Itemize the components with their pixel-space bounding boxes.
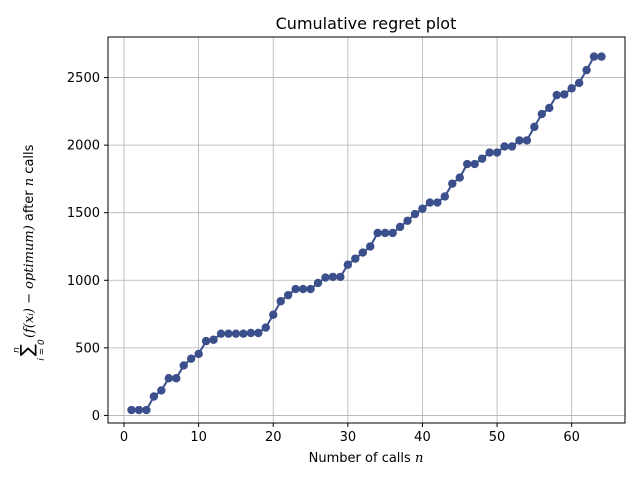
data-point <box>485 148 494 157</box>
data-point <box>306 284 315 294</box>
y-tick-label: 1500 <box>67 206 100 221</box>
data-series <box>127 52 606 415</box>
data-point <box>537 109 547 119</box>
data-point <box>142 405 151 415</box>
data-point <box>567 84 576 93</box>
data-point <box>500 142 509 151</box>
data-point <box>522 136 532 145</box>
y-axis-label-expression: (f(xᵢ) − optimum) after n calls <box>22 144 37 338</box>
y-tick-label: 2000 <box>67 139 100 154</box>
data-point <box>134 405 144 415</box>
data-point <box>269 310 278 319</box>
data-point <box>246 328 256 338</box>
data-point <box>425 198 435 207</box>
data-point <box>231 329 241 338</box>
data-point <box>239 329 248 338</box>
data-point <box>321 273 330 282</box>
x-tick-label: 10 <box>190 430 207 445</box>
data-point <box>545 103 554 113</box>
y-axis-label: ∑ n i = 0 (f(xᵢ) − optimum) after n call… <box>12 144 47 360</box>
data-point <box>470 159 479 169</box>
y-tick-label: 1000 <box>67 274 100 289</box>
data-point <box>373 228 382 238</box>
data-point <box>291 284 300 294</box>
data-point <box>186 354 196 363</box>
x-tick-label: 30 <box>340 430 357 445</box>
y-axis-label-sum-top: n <box>12 347 22 353</box>
data-point <box>179 361 188 370</box>
plot-frame <box>107 36 626 424</box>
data-point <box>530 122 539 132</box>
data-point <box>358 248 367 257</box>
data-point <box>194 349 203 359</box>
data-point <box>492 148 502 157</box>
data-point <box>582 65 591 75</box>
data-point <box>261 323 270 332</box>
data-point <box>366 242 375 251</box>
data-point <box>597 52 606 61</box>
data-point <box>410 209 420 219</box>
data-point <box>172 374 181 383</box>
data-point <box>164 374 173 383</box>
data-point <box>560 90 569 99</box>
data-point <box>418 204 427 213</box>
y-axis-label-sum-symbol: ∑ <box>17 344 38 356</box>
data-point <box>283 290 293 300</box>
data-point <box>201 336 211 346</box>
data-point <box>589 52 599 61</box>
data-point <box>455 173 464 182</box>
x-tick-label: 50 <box>489 430 506 445</box>
data-point <box>448 179 457 188</box>
data-point <box>463 159 472 169</box>
x-tick-label: 40 <box>414 430 431 445</box>
data-point <box>403 216 412 226</box>
data-point <box>388 228 397 238</box>
data-point <box>149 392 159 401</box>
y-axis-label-expression-text: (f(xᵢ) − optimum) <box>22 225 37 338</box>
x-axis-label-text: Number of calls <box>309 451 415 466</box>
data-point <box>380 228 390 238</box>
data-point <box>552 90 561 100</box>
data-point <box>343 260 353 269</box>
data-point <box>328 272 338 282</box>
data-point <box>276 297 285 306</box>
data-point <box>313 278 323 288</box>
data-point <box>157 386 166 395</box>
data-point <box>336 272 345 282</box>
data-point <box>507 142 517 151</box>
data-point <box>433 198 442 207</box>
grid-lines <box>108 37 625 423</box>
data-point <box>574 78 584 88</box>
data-point <box>224 329 233 338</box>
x-tick-label: 20 <box>265 430 282 445</box>
y-tick-label: 500 <box>75 341 100 356</box>
x-axis-label: Number of calls n <box>309 451 424 466</box>
chart-title: Cumulative regret plot <box>276 14 457 33</box>
axis-ticks: 0 10 20 30 40 50 60 0 500 1000 1500 2000 2500 <box>67 71 580 445</box>
data-point <box>298 284 308 294</box>
y-axis-label-end: calls <box>22 144 37 177</box>
y-tick-label: 0 <box>92 409 100 424</box>
data-point <box>515 136 524 145</box>
data-point <box>395 222 405 232</box>
data-point <box>477 154 487 163</box>
data-point <box>440 192 450 201</box>
y-axis-label-suffix: after <box>22 186 37 225</box>
x-tick-label: 0 <box>120 430 128 445</box>
data-point <box>209 335 218 344</box>
y-axis-label-sum-bottom: i = 0 <box>37 339 47 361</box>
x-axis-label-variable: n <box>415 451 423 466</box>
data-point <box>216 329 226 338</box>
data-point <box>351 254 360 263</box>
x-tick-label: 60 <box>563 430 580 445</box>
y-tick-label: 2500 <box>67 71 100 86</box>
data-point <box>127 405 136 415</box>
data-point <box>254 328 263 338</box>
y-axis-label-variable: n <box>22 178 37 186</box>
